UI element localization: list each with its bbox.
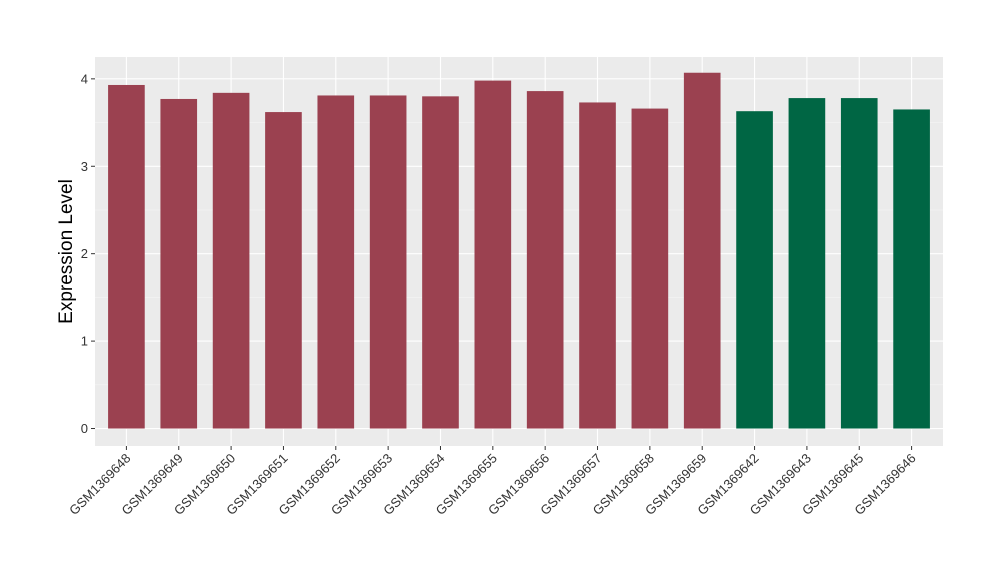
bar-GSM1369650	[212, 92, 250, 429]
bar-GSM1369652	[317, 95, 355, 429]
bar-GSM1369645	[840, 98, 878, 429]
bar-GSM1369656	[526, 91, 564, 429]
bar-GSM1369658	[631, 108, 669, 429]
bar-GSM1369655	[474, 80, 512, 429]
y-tick-label: 2	[81, 246, 88, 261]
y-axis: 0 1 2 3 4	[81, 71, 95, 436]
bar-GSM1369642	[736, 111, 773, 429]
bar-GSM1369659	[683, 72, 721, 429]
bars	[108, 72, 930, 429]
y-tick-label: 4	[81, 71, 88, 86]
y-tick-label: 0	[81, 421, 88, 436]
bar-GSM1369649	[160, 98, 198, 429]
bar-GSM1369643	[788, 98, 826, 429]
bar-GSM1369651	[265, 112, 302, 429]
bar-GSM1369646	[893, 109, 930, 429]
bar-GSM1369654	[422, 96, 459, 429]
y-tick-label: 1	[81, 334, 88, 349]
bar-GSM1369648	[108, 84, 145, 429]
y-axis-title: Expression Level	[56, 179, 77, 324]
bar-GSM1369653	[369, 95, 407, 429]
y-tick-label: 3	[81, 159, 88, 174]
x-axis: GSM1369648GSM1369649GSM1369650GSM1369651…	[66, 446, 919, 518]
bar-GSM1369657	[579, 102, 616, 429]
